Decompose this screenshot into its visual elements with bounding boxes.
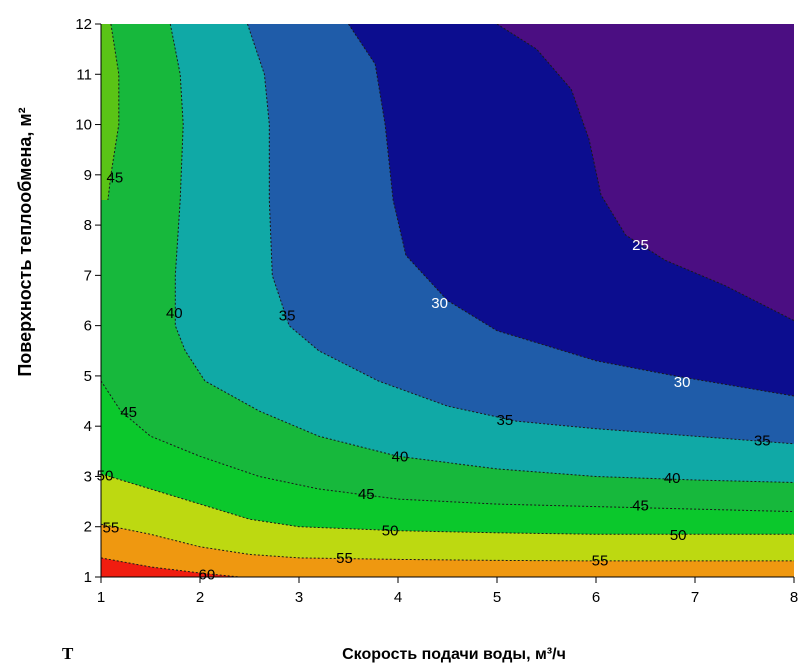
contour-label: 60 <box>199 567 216 584</box>
band-left-edge-45 <box>101 24 119 200</box>
contour-label: 50 <box>97 467 114 484</box>
contour-line-35 <box>247 24 794 445</box>
x-tick-label: 3 <box>295 589 303 606</box>
y-tick-label: 12 <box>75 16 92 33</box>
band-below-25 <box>497 24 794 321</box>
x-tick-label: 8 <box>790 589 798 606</box>
y-tick-label: 7 <box>84 267 92 284</box>
y-tick-label: 10 <box>75 117 92 134</box>
x-axis-ticks: 1 2 3 4 5 6 7 8 <box>97 577 798 606</box>
x-tick-label: 7 <box>691 589 699 606</box>
y-tick-label: 5 <box>84 368 92 385</box>
contour-line-45 <box>107 24 120 201</box>
contour-label: 45 <box>107 169 124 186</box>
corner-label: T <box>62 644 74 663</box>
y-axis-title: Поверхность теплообмена, м² <box>15 107 35 376</box>
contour-label: 30 <box>674 374 691 391</box>
y-tick-label: 2 <box>84 519 92 536</box>
y-tick-label: 1 <box>84 569 92 586</box>
contour-line-60 <box>101 557 240 577</box>
contour-label: 25 <box>632 237 649 254</box>
axes <box>100 24 794 578</box>
x-tick-label: 1 <box>97 589 105 606</box>
contour-label: 55 <box>103 520 120 537</box>
contour-line-55 <box>101 523 794 562</box>
y-tick-label: 11 <box>76 66 92 83</box>
contour-label: 45 <box>120 404 137 421</box>
contour-line-40 <box>169 24 794 483</box>
contour-label: 40 <box>392 448 409 465</box>
contour-bands <box>101 24 794 577</box>
contour-label: 45 <box>632 498 649 515</box>
contour-line-25 <box>496 24 794 322</box>
contour-label: 30 <box>431 295 448 312</box>
contour-label: 35 <box>754 432 771 449</box>
y-tick-label: 4 <box>84 418 92 435</box>
contour-label: 45 <box>358 486 375 503</box>
contour-label: 55 <box>592 552 609 569</box>
y-tick-label: 3 <box>84 468 92 485</box>
x-tick-label: 4 <box>394 589 402 606</box>
y-tick-label: 8 <box>84 217 92 234</box>
x-tick-label: 2 <box>196 589 204 606</box>
contour-label: 35 <box>497 412 514 429</box>
contour-label: 40 <box>166 305 183 322</box>
contour-lines <box>101 24 794 577</box>
y-tick-label: 6 <box>84 318 92 335</box>
contour-label: 50 <box>382 523 399 540</box>
y-tick-label: 9 <box>84 167 92 184</box>
contour-label: 40 <box>664 470 681 487</box>
contour-labels: 25 30 30 35 35 35 40 40 40 45 45 45 45 50 50 50 55 55 55 60 <box>97 169 771 583</box>
x-tick-label: 5 <box>493 589 501 606</box>
contour-label: 35 <box>279 308 296 325</box>
contour-line-30 <box>348 24 794 397</box>
contour-label: 55 <box>336 550 353 567</box>
contour-label: 50 <box>670 527 687 544</box>
contour-line-50 <box>101 473 794 535</box>
x-tick-label: 6 <box>592 589 600 606</box>
x-axis-title: Скорость подачи воды, м³/ч <box>342 646 566 663</box>
